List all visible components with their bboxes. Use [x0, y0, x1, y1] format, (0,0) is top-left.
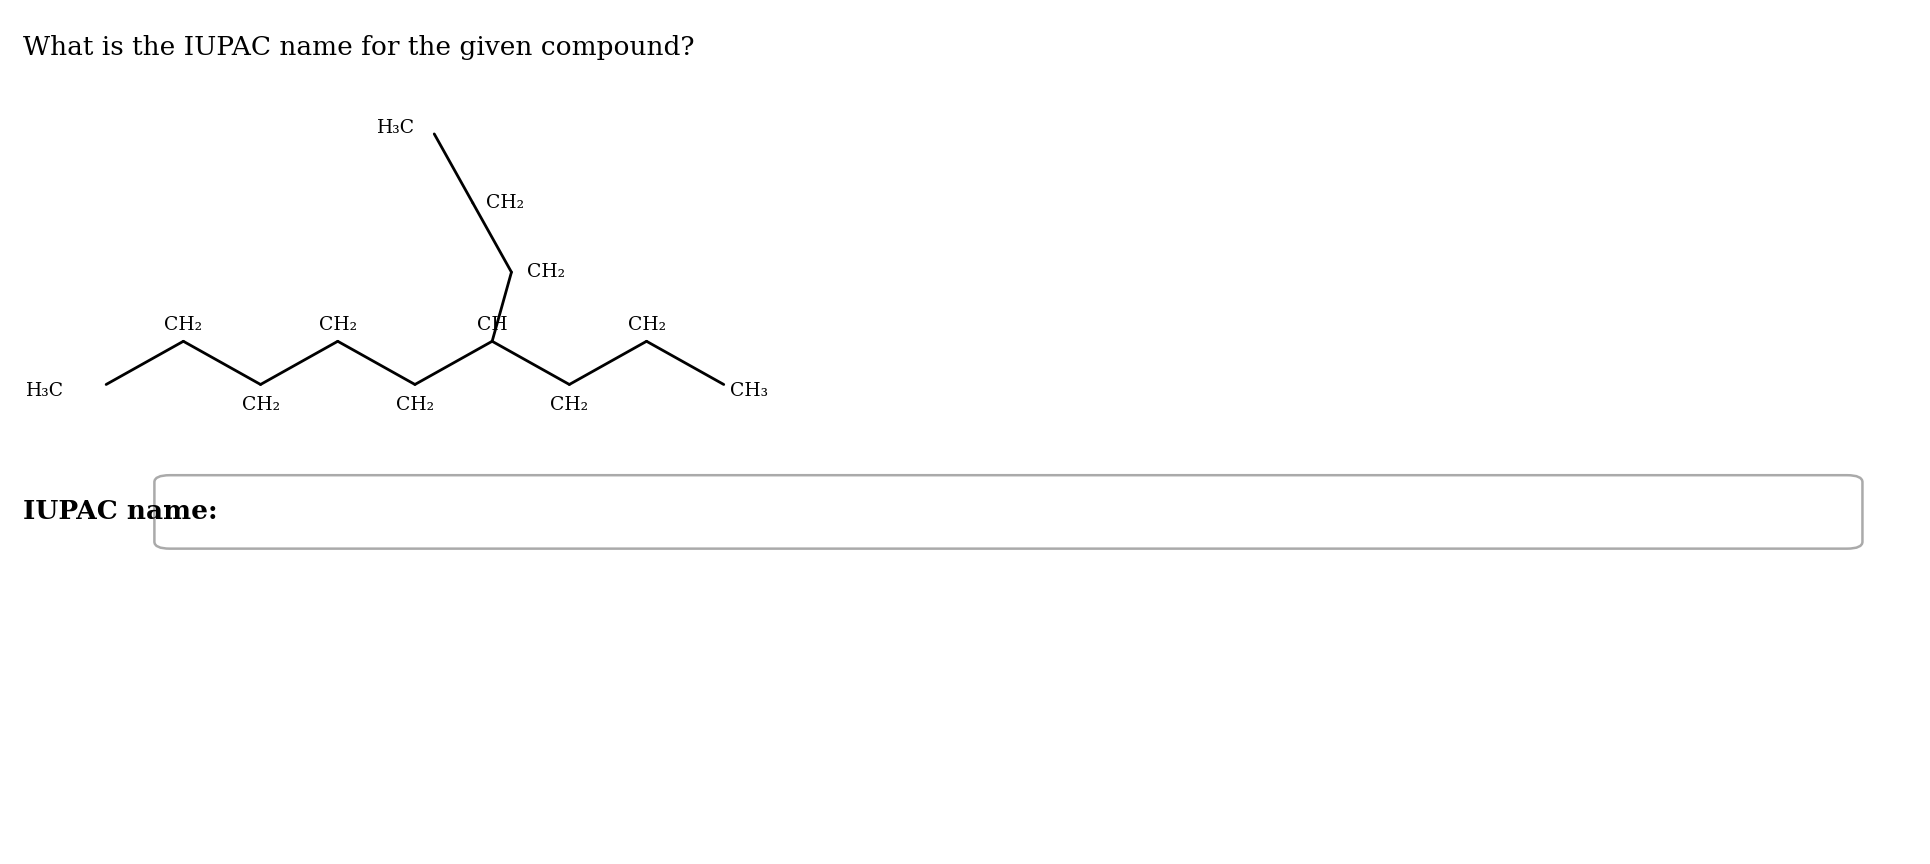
- Text: What is the IUPAC name for the given compound?: What is the IUPAC name for the given com…: [23, 35, 695, 60]
- Text: CH₂: CH₂: [241, 396, 280, 414]
- Text: IUPAC name:: IUPAC name:: [23, 499, 218, 524]
- FancyBboxPatch shape: [154, 475, 1862, 549]
- Text: CH₃: CH₃: [730, 383, 768, 400]
- Text: H₃C: H₃C: [376, 119, 415, 137]
- Text: CH₂: CH₂: [318, 315, 357, 334]
- Text: CH₂: CH₂: [396, 396, 434, 414]
- Text: CH₂: CH₂: [486, 194, 525, 212]
- Text: CH: CH: [477, 315, 508, 334]
- Text: CH₂: CH₂: [164, 315, 203, 334]
- Text: CH₂: CH₂: [627, 315, 666, 334]
- Text: CH₂: CH₂: [527, 264, 565, 281]
- Text: CH₂: CH₂: [550, 396, 589, 414]
- Text: H₃C: H₃C: [25, 383, 64, 400]
